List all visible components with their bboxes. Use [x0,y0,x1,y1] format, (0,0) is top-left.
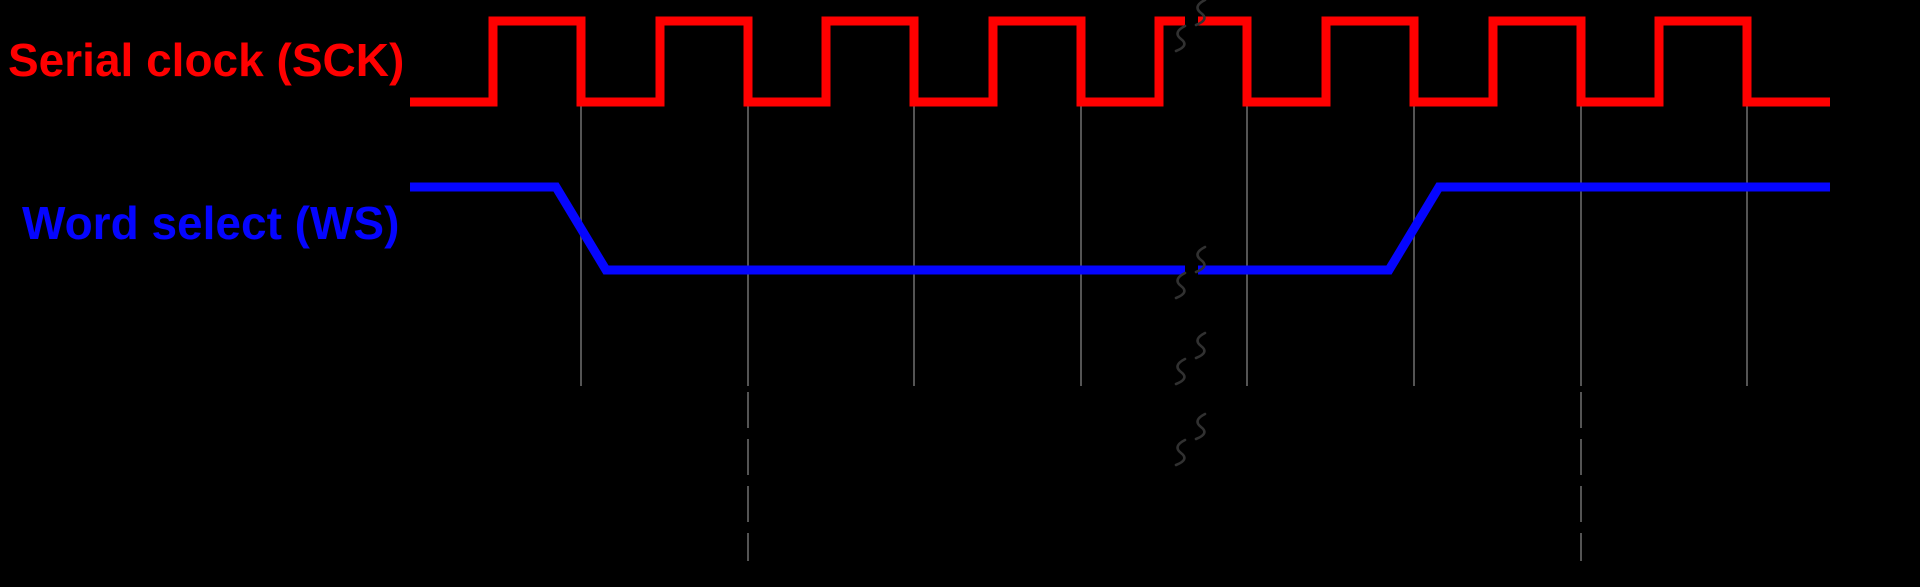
break-squiggle-left [1174,357,1187,386]
ws-waveform [410,182,1185,275]
break-squiggle-left [1174,24,1187,53]
break-squiggle-left [1174,438,1187,467]
break-mark [1174,0,1207,53]
sck-waveform [410,16,1185,107]
break-marks-layer [1174,0,1207,467]
signal-layer [410,16,1830,275]
break-squiggle-right [1194,0,1207,27]
break-mark [1174,331,1207,386]
break-squiggle-right [1194,331,1207,360]
break-mark [1174,412,1207,467]
break-squiggle-right [1194,245,1207,274]
gridline-layer [580,104,1748,561]
break-squiggle-left [1174,271,1187,300]
sck-waveform [1198,16,1830,107]
sck-label: Serial clock (SCK) [8,34,404,86]
break-squiggle-right [1194,412,1207,441]
break-mark [1174,245,1207,300]
ws-label: Word select (WS) [22,197,399,249]
ws-waveform [1198,182,1830,275]
